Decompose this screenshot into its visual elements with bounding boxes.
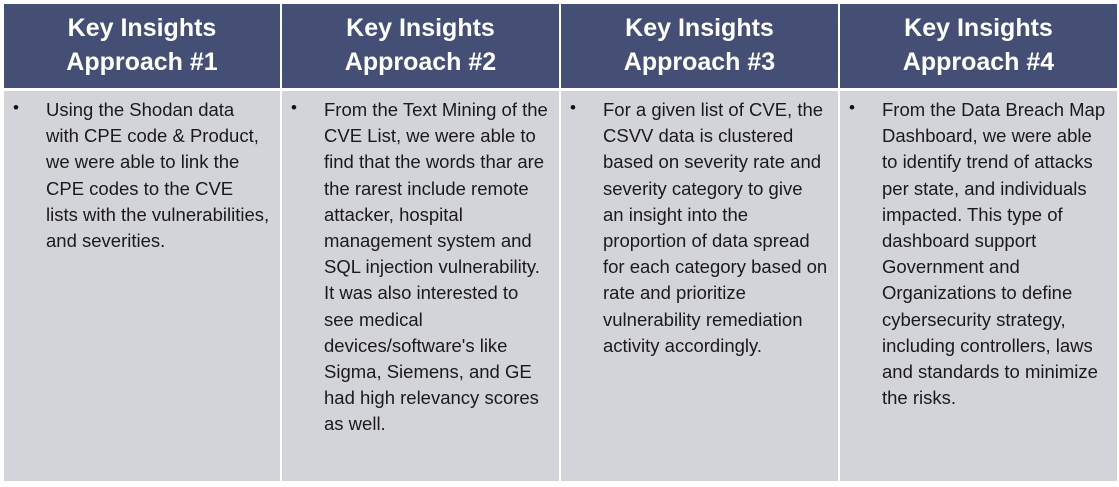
bullet-icon: • xyxy=(13,98,19,117)
header-title-line2: Approach #4 xyxy=(902,48,1055,76)
insight-cell-1: • Using the Shodan data with CPE code & … xyxy=(4,91,280,481)
header-approach-1: Key Insights Approach #1 xyxy=(4,4,280,88)
header-title-line1: Key Insights xyxy=(904,14,1053,42)
header-approach-4: Key Insights Approach #4 xyxy=(840,4,1117,88)
bullet-icon: • xyxy=(291,98,297,117)
insight-cell-4: • From the Data Breach Map Dashboard, we… xyxy=(840,91,1117,481)
insight-cell-2: • From the Text Mining of the CVE List, … xyxy=(282,91,559,481)
insight-cell-3: • For a given list of CVE, the CSVV data… xyxy=(561,91,838,481)
bullet-icon: • xyxy=(570,98,576,117)
header-title-line1: Key Insights xyxy=(67,14,217,42)
header-title-line2: Approach #3 xyxy=(623,48,776,76)
header-approach-2: Key Insights Approach #2 xyxy=(282,4,559,88)
insight-text: Using the Shodan data with CPE code & Pr… xyxy=(46,99,270,252)
header-title-line2: Approach #1 xyxy=(66,48,218,76)
header-title-line2: Approach #2 xyxy=(344,48,497,76)
insight-text: From the Text Mining of the CVE List, we… xyxy=(324,99,548,435)
insight-text: For a given list of CVE, the CSVV data i… xyxy=(603,99,828,356)
header-title-line1: Key Insights xyxy=(346,14,495,42)
header-approach-3: Key Insights Approach #3 xyxy=(561,4,838,88)
bullet-icon: • xyxy=(849,98,855,117)
header-title-line1: Key Insights xyxy=(625,14,774,42)
insight-text: From the Data Breach Map Dashboard, we w… xyxy=(882,99,1106,409)
insights-table: Key Insights Approach #1 Key Insights Ap… xyxy=(4,4,1117,482)
